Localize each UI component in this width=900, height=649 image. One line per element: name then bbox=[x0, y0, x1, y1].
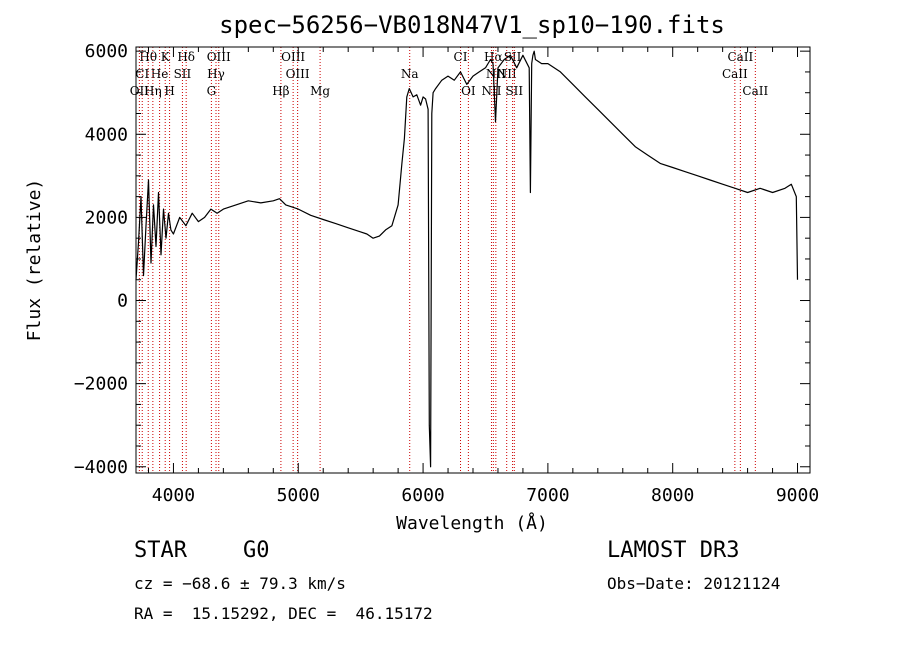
y-axis: −4000 −2000 0 2000 4000 6000 bbox=[74, 41, 810, 478]
y-tick-label: −4000 bbox=[74, 457, 128, 478]
line-marker-label: Hα bbox=[484, 50, 503, 64]
line-marker-label: OIII bbox=[207, 50, 231, 64]
line-marker-label: CaII bbox=[727, 50, 753, 64]
x-tick-label: 7000 bbox=[526, 485, 569, 506]
spectrum-line bbox=[135, 50, 799, 468]
line-marker-label: Hγ bbox=[207, 67, 225, 81]
x-axis: 4000 5000 6000 7000 8000 9000 bbox=[147, 47, 819, 506]
y-tick-label: 4000 bbox=[85, 124, 128, 145]
line-marker-label: OI bbox=[461, 84, 476, 98]
line-marker-label: CaII bbox=[722, 67, 748, 81]
line-marker-label: He bbox=[151, 67, 169, 81]
line-marker-label: H bbox=[164, 84, 174, 98]
x-tick-label: 8000 bbox=[651, 485, 694, 506]
x-tick-label: 6000 bbox=[401, 485, 444, 506]
line-marker-label: Na bbox=[401, 67, 419, 81]
y-tick-label: −2000 bbox=[74, 374, 128, 395]
line-marker-label: OII bbox=[130, 84, 150, 98]
line-marker-label: NII bbox=[481, 84, 501, 98]
line-marker-label: G bbox=[207, 84, 217, 98]
line-marker-label: Hδ bbox=[177, 50, 195, 64]
velocity-text: cz = −68.6 ± 79.3 km/s bbox=[134, 574, 346, 593]
plot-frame bbox=[135, 46, 811, 474]
line-marker-label: CI bbox=[454, 50, 468, 64]
line-marker-label: SII bbox=[504, 50, 522, 64]
line-marker-label: K bbox=[161, 50, 171, 64]
x-axis-label: Wavelength (Å) bbox=[396, 512, 548, 534]
line-marker-label: OIII bbox=[286, 67, 310, 81]
y-tick-label: 6000 bbox=[85, 41, 128, 62]
line-marker-label: CaII bbox=[742, 84, 768, 98]
chart-title: spec−56256−VB018N47V1_sp10−190.fits bbox=[219, 11, 725, 39]
x-tick-label: 5000 bbox=[277, 485, 320, 506]
survey-label: LAMOST DR3 bbox=[607, 538, 740, 563]
line-marker-label: NII bbox=[497, 67, 517, 81]
y-axis-label: Flux (relative) bbox=[24, 179, 45, 342]
line-marker-label: Hβ bbox=[272, 84, 289, 98]
x-tick-label: 9000 bbox=[776, 485, 819, 506]
line-marker-label: SII bbox=[505, 84, 523, 98]
y-tick-label: 0 bbox=[117, 291, 128, 312]
subclass-label: G0 bbox=[243, 538, 270, 563]
line-marker-label: SII bbox=[174, 67, 192, 81]
spectrum-line-group bbox=[135, 50, 799, 468]
line-marker-label: Hη bbox=[144, 84, 162, 98]
obs-date-text: Obs−Date: 20121124 bbox=[607, 574, 781, 593]
class-label: STAR bbox=[134, 538, 187, 563]
x-tick-label: 4000 bbox=[152, 485, 195, 506]
coordinates-text: RA = 15.15292, DEC = 46.15172 bbox=[134, 604, 433, 623]
line-marker-label: Mg bbox=[310, 84, 330, 98]
line-marker-label: OIII bbox=[281, 50, 305, 64]
y-tick-label: 2000 bbox=[85, 207, 128, 228]
line-marker-label: NII bbox=[486, 67, 506, 81]
line-marker-label: CI bbox=[135, 67, 149, 81]
